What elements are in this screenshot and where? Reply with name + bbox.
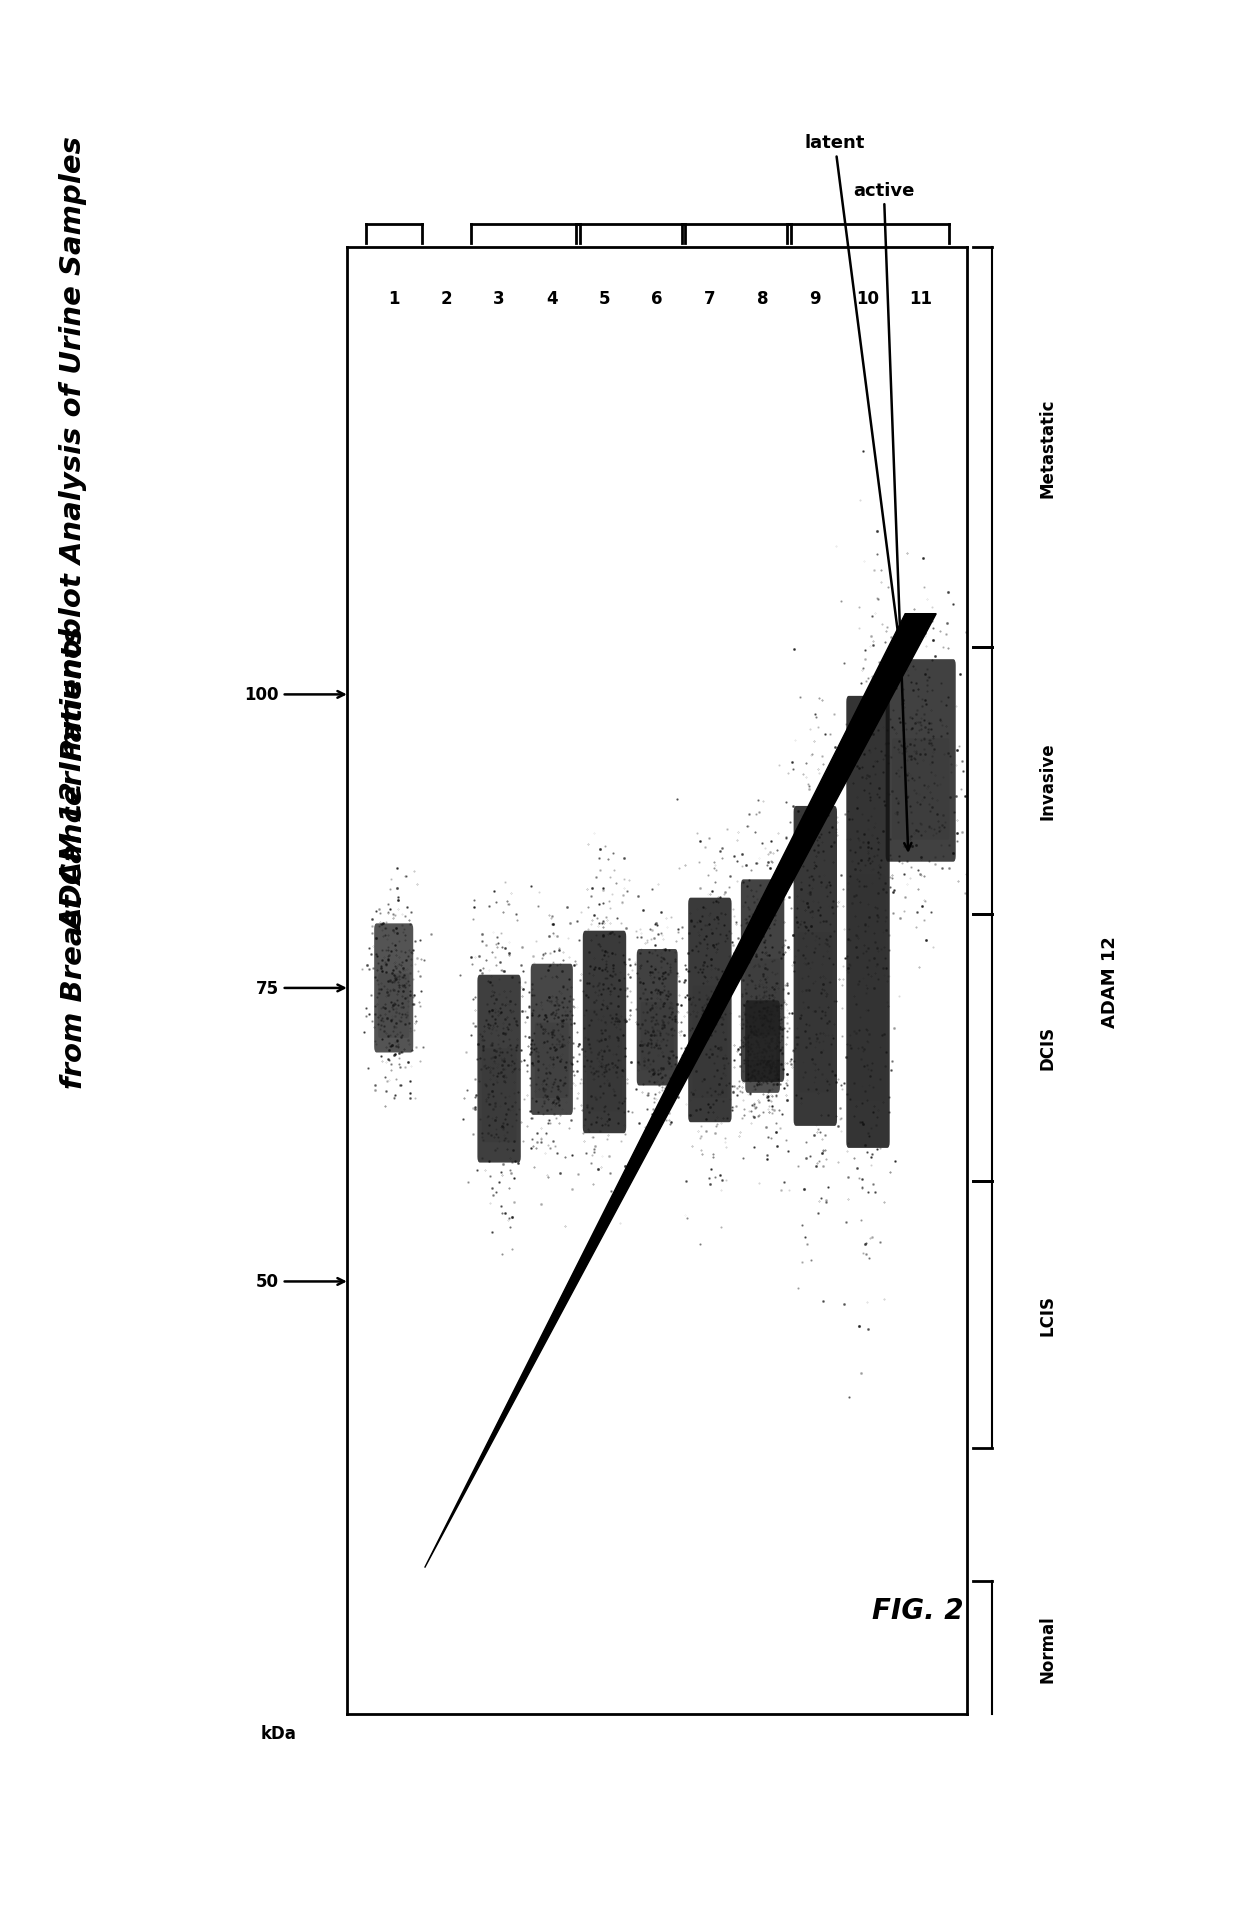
Text: Metastatic: Metastatic [1039, 398, 1056, 497]
Text: 9: 9 [810, 290, 821, 309]
Text: 3: 3 [494, 290, 505, 309]
Text: FIG. 2: FIG. 2 [872, 1596, 963, 1623]
Text: Invasive: Invasive [1039, 743, 1056, 819]
Text: 10: 10 [857, 290, 879, 309]
Text: 75: 75 [255, 979, 345, 998]
Text: 11: 11 [909, 290, 932, 309]
Text: active: active [853, 181, 915, 852]
FancyBboxPatch shape [892, 739, 950, 840]
Text: ADAM 12 Immunoblot Analysis of Urine Samples: ADAM 12 Immunoblot Analysis of Urine Sam… [61, 137, 88, 930]
FancyBboxPatch shape [637, 949, 677, 1086]
FancyBboxPatch shape [794, 806, 837, 1126]
Text: DCIS: DCIS [1039, 1025, 1056, 1071]
FancyBboxPatch shape [742, 880, 785, 1082]
Text: from Breast Cancer Patients: from Breast Cancer Patients [61, 627, 88, 1088]
Text: 8: 8 [756, 290, 769, 309]
Polygon shape [424, 615, 936, 1568]
FancyBboxPatch shape [531, 964, 573, 1114]
FancyBboxPatch shape [587, 1010, 622, 1113]
FancyBboxPatch shape [749, 1036, 776, 1082]
Text: Normal: Normal [1039, 1614, 1056, 1682]
FancyBboxPatch shape [477, 975, 521, 1162]
Text: 100: 100 [244, 686, 345, 705]
Text: 1: 1 [388, 290, 399, 309]
Text: ADAM 12: ADAM 12 [1101, 935, 1118, 1027]
Text: latent: latent [805, 133, 904, 661]
FancyBboxPatch shape [374, 924, 413, 1053]
Text: 6: 6 [651, 290, 663, 309]
Text: 7: 7 [704, 290, 715, 309]
Text: 5: 5 [599, 290, 610, 309]
Text: kDa: kDa [262, 1724, 296, 1741]
FancyBboxPatch shape [641, 1002, 673, 1071]
FancyBboxPatch shape [583, 932, 626, 1133]
FancyBboxPatch shape [885, 659, 956, 863]
Text: 50: 50 [255, 1273, 345, 1292]
FancyBboxPatch shape [846, 697, 890, 1149]
FancyBboxPatch shape [692, 987, 728, 1099]
Text: 2: 2 [440, 290, 453, 309]
FancyBboxPatch shape [688, 897, 732, 1122]
FancyBboxPatch shape [797, 933, 833, 1093]
FancyBboxPatch shape [378, 973, 409, 1038]
FancyBboxPatch shape [745, 958, 780, 1061]
Text: LCIS: LCIS [1039, 1293, 1056, 1335]
Text: 4: 4 [546, 290, 558, 309]
FancyBboxPatch shape [534, 1023, 569, 1099]
FancyBboxPatch shape [745, 1000, 780, 1093]
FancyBboxPatch shape [481, 1048, 517, 1143]
FancyBboxPatch shape [851, 876, 885, 1101]
